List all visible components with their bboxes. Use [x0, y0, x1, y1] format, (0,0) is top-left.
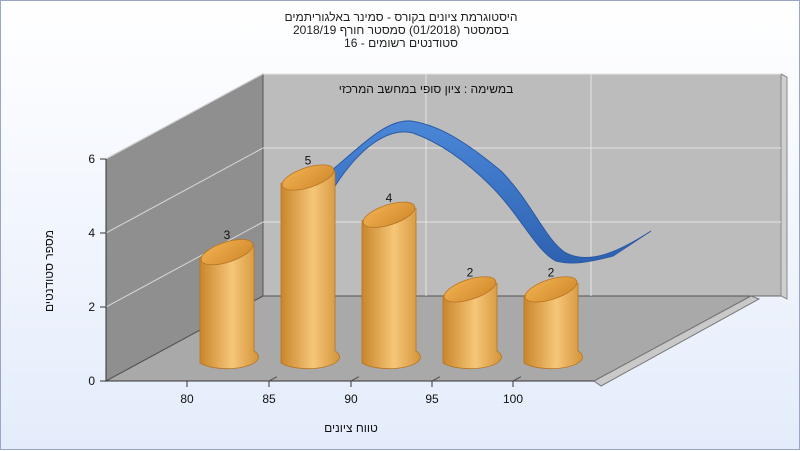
y-tick-label: 6 — [88, 152, 95, 166]
chart-inner-title: במשימה : ציון סופי במחשב המרכזי — [339, 82, 514, 96]
bar-cap — [200, 239, 254, 266]
distribution-curve — [330, 120, 652, 264]
grid-line-side — [105, 147, 264, 234]
bar-cap — [443, 276, 497, 303]
title-line-2: בסמסטר (01/2018) סמסטר חורף 2018/19 — [292, 23, 510, 37]
x-tick-label: 100 — [503, 392, 523, 406]
bar: 3 — [199, 228, 259, 370]
floor-tick — [512, 376, 522, 382]
y-tick-label: 4 — [88, 226, 95, 240]
bar-value-label: 5 — [305, 154, 312, 168]
bar-body — [361, 208, 421, 370]
bar-value-label: 4 — [386, 191, 393, 205]
x-tick-label: 90 — [344, 392, 358, 406]
bar-value-label: 2 — [548, 265, 555, 279]
bar-body — [199, 245, 259, 370]
bar: 2 — [523, 265, 583, 370]
back-wall-edge — [780, 73, 788, 300]
bar-value-label: 2 — [467, 265, 474, 279]
bars: 3 5 4 2 2 — [199, 154, 583, 370]
back-wall — [262, 73, 782, 297]
y-tick-label: 2 — [88, 300, 95, 314]
y-tick-label: 0 — [88, 374, 95, 388]
grid-lines — [105, 73, 781, 308]
bar: 2 — [442, 265, 502, 370]
bar-body — [280, 171, 340, 370]
x-axis-label: טווח ציונים — [324, 421, 378, 435]
title-line-1: היסטוגרמת ציונים בקורס - סמינר באלגוריתמ… — [284, 10, 518, 24]
bar: 4 — [361, 191, 421, 370]
title-line-3: סטודנטים רשומים - 16 — [344, 36, 458, 50]
bar-value-label: 3 — [224, 228, 231, 242]
bar-cap — [524, 276, 578, 303]
floor-tick — [268, 376, 278, 382]
bar: 5 — [280, 154, 340, 370]
x-tick-label: 85 — [262, 392, 276, 406]
y-axis-label: מספר סטודנטים — [42, 230, 56, 312]
floor-tick — [431, 376, 441, 382]
floor-edge — [593, 295, 761, 387]
chart-titles: היסטוגרמת ציונים בקורס - סמינר באלגוריתמ… — [1, 11, 800, 50]
bar-body — [442, 282, 502, 370]
y-axis: 0 2 4 6 — [88, 152, 107, 388]
floor-tick — [350, 376, 360, 382]
grid-line-side — [105, 221, 264, 308]
x-tick-label: 80 — [180, 392, 194, 406]
x-tick-label: 95 — [425, 392, 439, 406]
bar-cap — [281, 164, 335, 191]
bar-body — [523, 282, 583, 370]
grid-line-side — [105, 73, 264, 160]
bar-cap — [362, 201, 416, 228]
x-axis: 80 85 90 95 100 — [106, 376, 594, 406]
